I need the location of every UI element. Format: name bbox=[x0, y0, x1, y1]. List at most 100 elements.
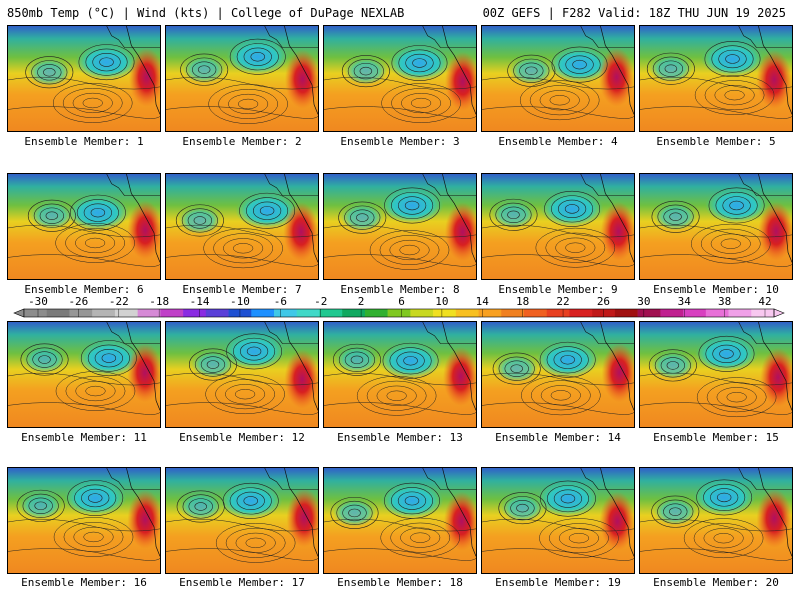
ensemble-member-map bbox=[639, 321, 793, 428]
colorbar-segment bbox=[728, 309, 752, 317]
colorbar-segment bbox=[92, 309, 116, 317]
colorbar-segment bbox=[455, 309, 479, 317]
ensemble-member-label: Ensemble Member: 7 bbox=[182, 283, 302, 296]
ensemble-member-label: Ensemble Member: 11 bbox=[21, 431, 147, 444]
ensemble-member-label: Ensemble Member: 20 bbox=[653, 576, 779, 589]
colorbar-segment bbox=[705, 309, 729, 317]
ensemble-member-map bbox=[165, 467, 319, 574]
temperature-wind-map bbox=[640, 468, 792, 573]
ensemble-member-map bbox=[323, 173, 477, 280]
colorbar-segment bbox=[478, 309, 502, 317]
colorbar-segment bbox=[433, 309, 457, 317]
ensemble-member-map bbox=[481, 467, 635, 574]
colorbar-segment bbox=[296, 309, 320, 317]
ensemble-member-label: Ensemble Member: 12 bbox=[179, 431, 305, 444]
ensemble-member-map bbox=[7, 25, 161, 132]
colorbar-segment bbox=[160, 309, 184, 317]
temperature-wind-map bbox=[324, 26, 476, 131]
ensemble-member-label: Ensemble Member: 13 bbox=[337, 431, 463, 444]
colorbar-tick-label: -26 bbox=[68, 295, 88, 308]
colorbar-segment bbox=[319, 309, 343, 317]
colorbar-segment bbox=[342, 309, 366, 317]
temperature-wind-map bbox=[166, 26, 318, 131]
colorbar-tick-label: 22 bbox=[556, 295, 569, 308]
colorbar-segment bbox=[569, 309, 593, 317]
colorbar-tick-label: 30 bbox=[637, 295, 650, 308]
colorbar-segment bbox=[205, 309, 229, 317]
temperature-wind-map bbox=[166, 468, 318, 573]
colorbar-tick-label: 18 bbox=[516, 295, 529, 308]
ensemble-member-map bbox=[7, 321, 161, 428]
ensemble-member-label: Ensemble Member: 10 bbox=[653, 283, 779, 296]
ensemble-member-map bbox=[7, 173, 161, 280]
colorbar-tick-label: 14 bbox=[476, 295, 490, 308]
ensemble-member-map bbox=[481, 25, 635, 132]
ensemble-member-label: Ensemble Member: 16 bbox=[21, 576, 147, 589]
colorbar-outline bbox=[23, 308, 775, 318]
colorbar-segment bbox=[751, 309, 775, 317]
temperature-wind-map bbox=[324, 468, 476, 573]
ensemble-member-label: Ensemble Member: 19 bbox=[495, 576, 621, 589]
colorbar-segment bbox=[592, 309, 616, 317]
colorbar-segment bbox=[637, 309, 661, 317]
model-valid-time: 00Z GEFS | F282 Valid: 18Z THU JUN 19 20… bbox=[482, 6, 786, 20]
colorbar-segment bbox=[614, 309, 638, 317]
colorbar-segment bbox=[546, 309, 570, 317]
colorbar-segment bbox=[114, 309, 138, 317]
temperature-wind-map bbox=[8, 26, 160, 131]
ensemble-member-map bbox=[639, 467, 793, 574]
colorbar-segment bbox=[24, 309, 48, 317]
ensemble-member-label: Ensemble Member: 5 bbox=[656, 135, 776, 148]
colorbar-segment bbox=[137, 309, 161, 317]
colorbar-segment bbox=[183, 309, 207, 317]
ensemble-member-label: Ensemble Member: 8 bbox=[340, 283, 460, 296]
colorbar-segment bbox=[410, 309, 434, 317]
ensemble-member-map bbox=[481, 321, 635, 428]
colorbar-segment bbox=[251, 309, 275, 317]
ensemble-member-label: Ensemble Member: 3 bbox=[340, 135, 460, 148]
colorbar-segment bbox=[387, 309, 411, 317]
ensemble-member-map bbox=[639, 25, 793, 132]
ensemble-member-map bbox=[165, 25, 319, 132]
colorbar-right-arrow bbox=[773, 308, 785, 318]
map-title: 850mb Temp (°C) | Wind (kts) | College o… bbox=[7, 6, 405, 20]
colorbar-tick-label: -10 bbox=[230, 295, 250, 308]
ensemble-member-label: Ensemble Member: 9 bbox=[498, 283, 618, 296]
ensemble-member-label: Ensemble Member: 2 bbox=[182, 135, 302, 148]
colorbar-tick-label: -18 bbox=[149, 295, 169, 308]
temperature-wind-map bbox=[8, 174, 160, 279]
colorbar-tick-label: 2 bbox=[358, 295, 365, 308]
colorbar-segment bbox=[364, 309, 388, 317]
colorbar-segment bbox=[501, 309, 525, 317]
colorbar-segment bbox=[524, 309, 548, 317]
ensemble-member-map bbox=[323, 25, 477, 132]
temperature-wind-map bbox=[482, 174, 634, 279]
ensemble-member-map bbox=[481, 173, 635, 280]
temperature-colorbar: -30 -26 -22 -18 -14 -10 -6 -2 2 6 10 14 18 22 26 30 34 38… bbox=[13, 295, 785, 318]
colorbar-segment bbox=[274, 309, 298, 317]
colorbar-tick-label: 6 bbox=[398, 295, 405, 308]
colorbar-tick-label: -22 bbox=[109, 295, 129, 308]
ensemble-member-map bbox=[7, 467, 161, 574]
ensemble-member-label: Ensemble Member: 14 bbox=[495, 431, 621, 444]
colorbar-tick-label: -6 bbox=[274, 295, 287, 308]
colorbar-tick-label: -14 bbox=[190, 295, 210, 308]
temperature-wind-map bbox=[8, 468, 160, 573]
temperature-wind-map bbox=[166, 174, 318, 279]
temperature-wind-map bbox=[482, 26, 634, 131]
ensemble-member-label: Ensemble Member: 1 bbox=[24, 135, 144, 148]
ensemble-member-label: Ensemble Member: 6 bbox=[24, 283, 144, 296]
colorbar-segment bbox=[660, 309, 684, 317]
temperature-wind-map bbox=[166, 322, 318, 427]
ensemble-member-map bbox=[323, 321, 477, 428]
colorbar-segment bbox=[69, 309, 93, 317]
ensemble-member-label: Ensemble Member: 15 bbox=[653, 431, 779, 444]
colorbar-tick-label: -2 bbox=[314, 295, 327, 308]
ensemble-member-map bbox=[639, 173, 793, 280]
ensemble-member-map bbox=[323, 467, 477, 574]
temperature-wind-map bbox=[640, 322, 792, 427]
temperature-wind-map bbox=[324, 174, 476, 279]
temperature-wind-map bbox=[640, 174, 792, 279]
colorbar-left-arrow bbox=[13, 308, 25, 318]
colorbar-tick-label: 26 bbox=[597, 295, 610, 308]
